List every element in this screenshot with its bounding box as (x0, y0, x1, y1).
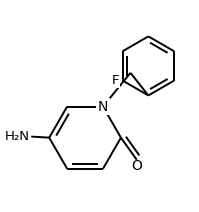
Text: N: N (98, 100, 108, 114)
Text: H₂N: H₂N (5, 130, 30, 143)
Text: F: F (111, 74, 119, 87)
Text: O: O (132, 159, 143, 173)
